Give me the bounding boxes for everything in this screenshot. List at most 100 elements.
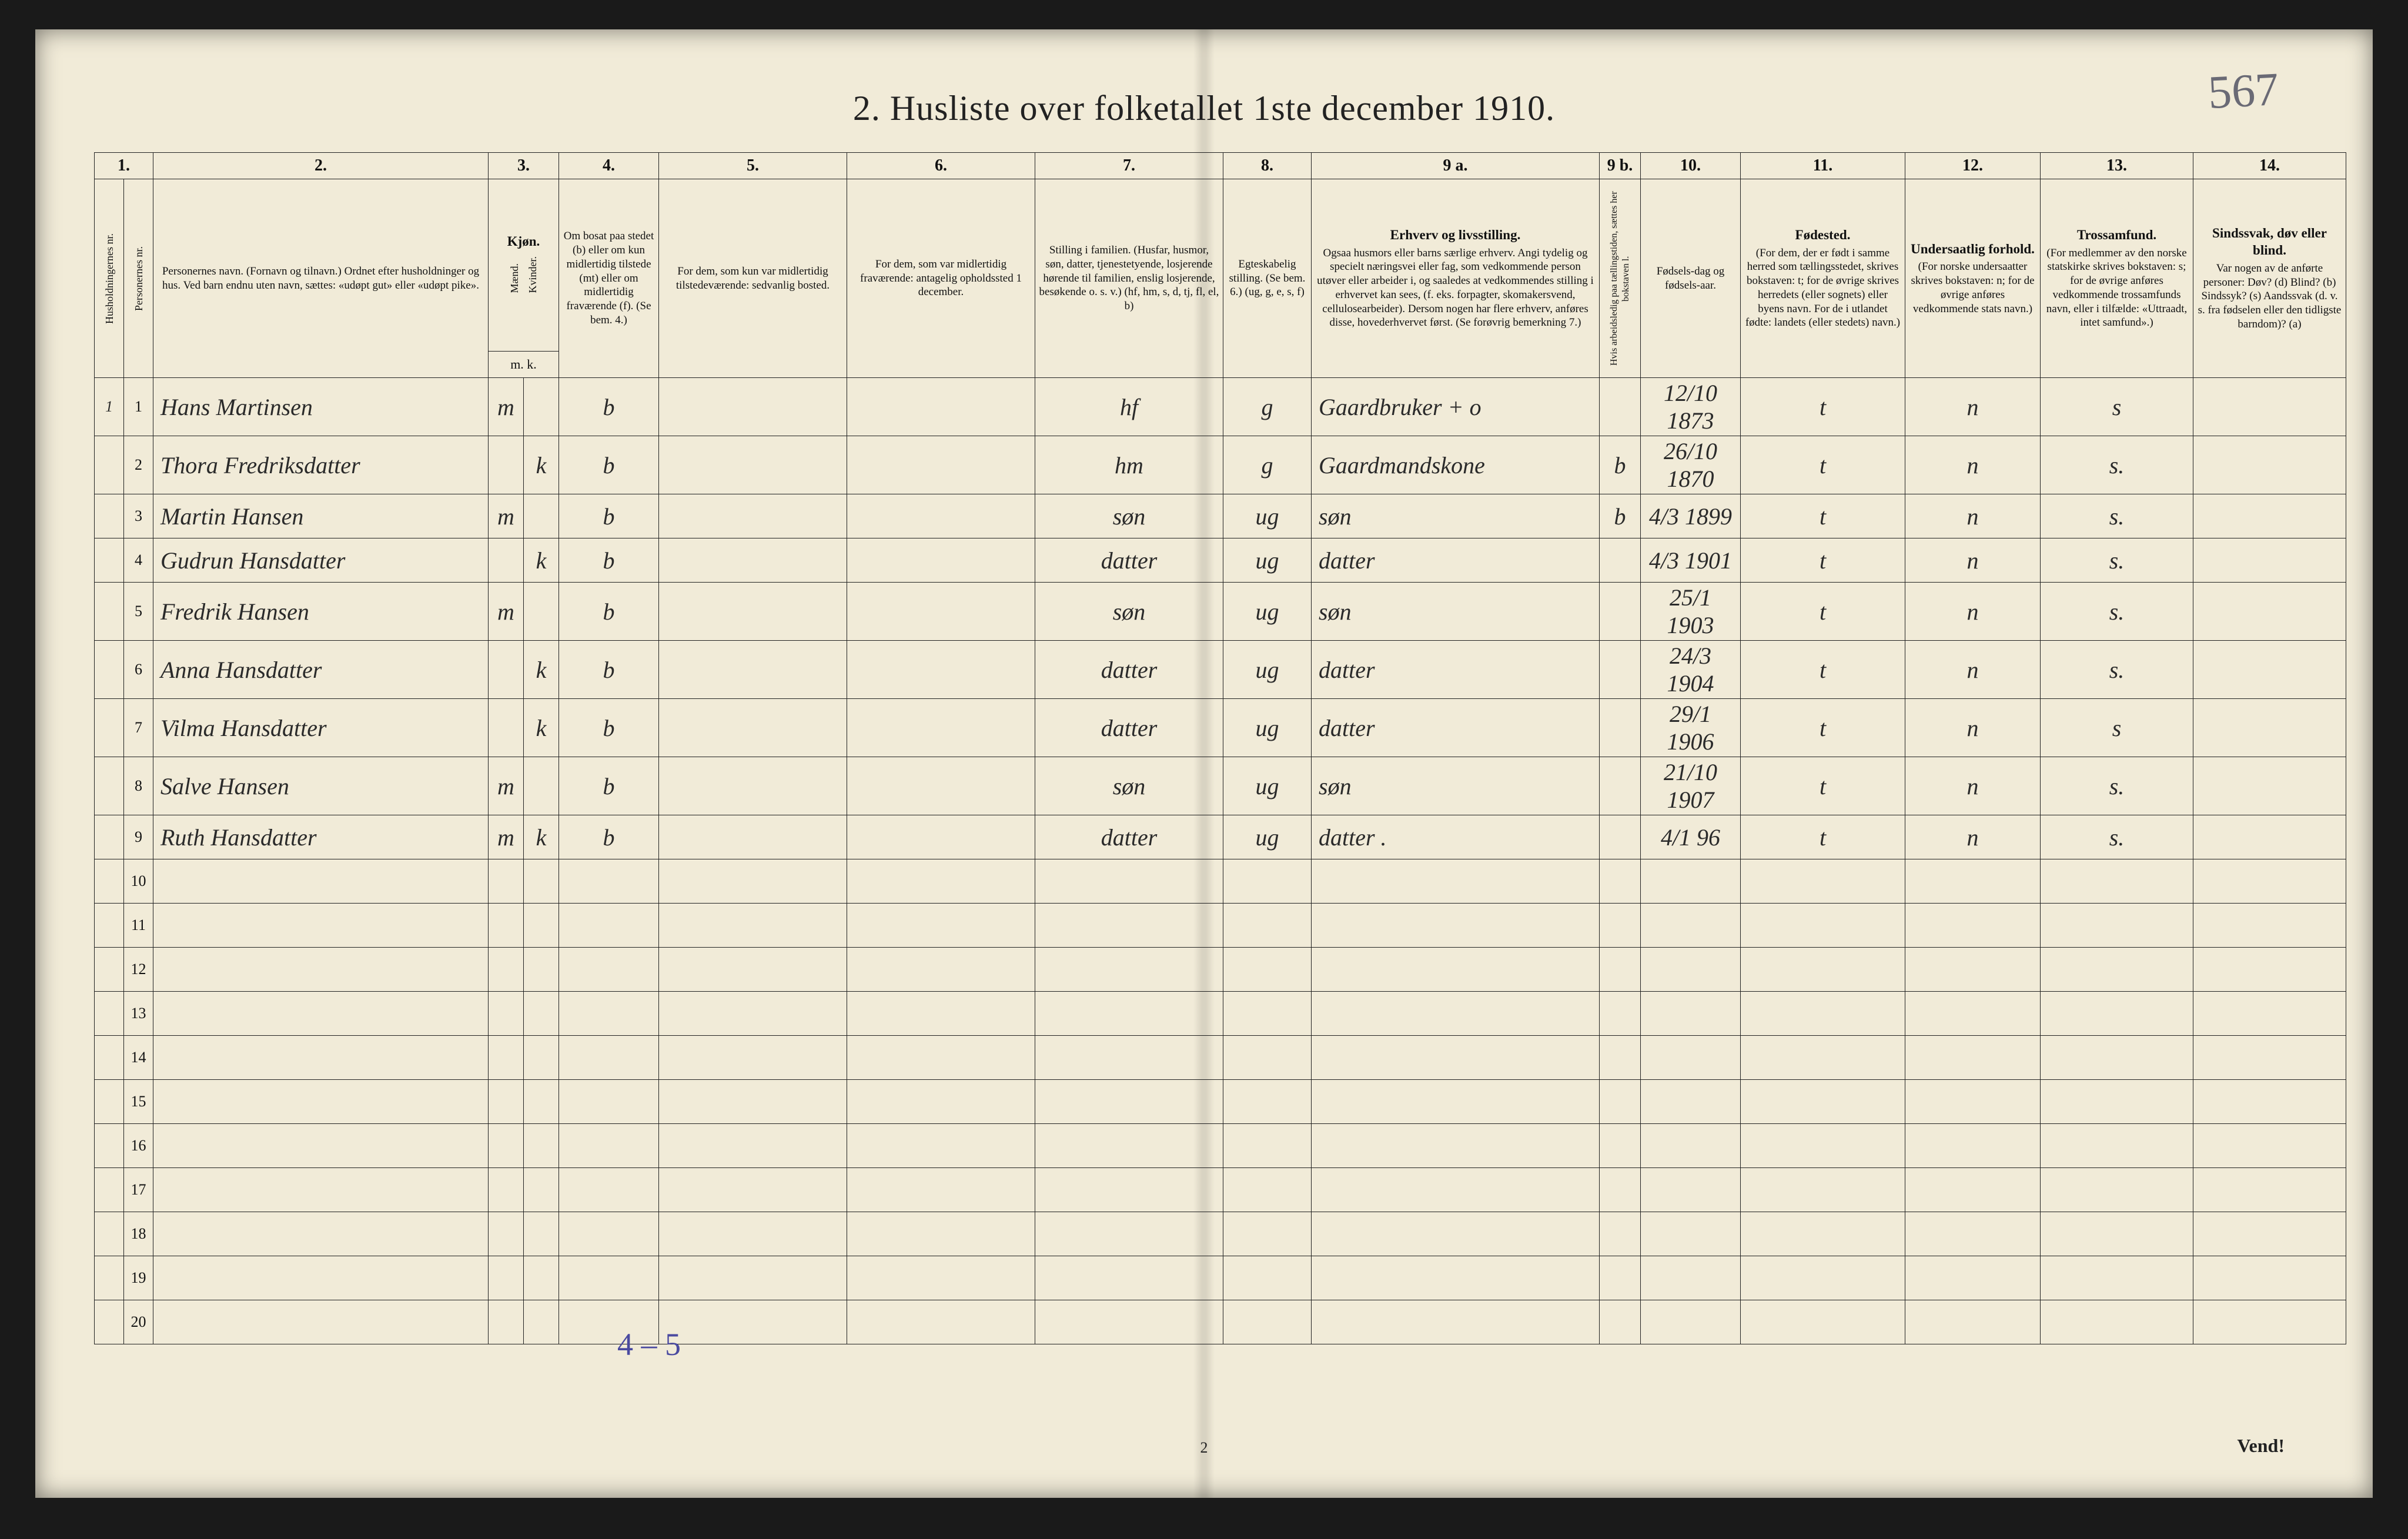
cell: [1600, 583, 1641, 641]
cell: [1035, 1256, 1223, 1300]
cell: datter: [1312, 699, 1600, 757]
cell: ug: [1223, 538, 1312, 583]
hdr-occupation: Erhverv og livsstilling. Ogsaa husmors e…: [1312, 179, 1600, 378]
table-row: 11: [95, 904, 2346, 948]
cell: [1312, 1080, 1600, 1124]
cell: [1600, 815, 1641, 859]
cell: [95, 992, 124, 1036]
cell: [1312, 859, 1600, 904]
cell: [95, 757, 124, 815]
hdr-nationality-body: (For norske undersaatter skrives bokstav…: [1911, 260, 2034, 315]
cell: 1: [124, 378, 153, 436]
cell: k: [524, 815, 559, 859]
cell: k: [524, 641, 559, 699]
cell: [659, 583, 847, 641]
cell: [847, 1036, 1035, 1080]
cell: [2041, 1168, 2193, 1212]
census-table-body: 11Hans MartinsenmbhfgGaardbruker + o12/1…: [95, 378, 2346, 1344]
cell: [524, 1168, 559, 1212]
cell: søn: [1312, 757, 1600, 815]
cell: [489, 904, 524, 948]
cell: [95, 436, 124, 494]
hdr-religion-body: (For medlemmer av den norske statskirke …: [2046, 247, 2188, 329]
page-frame: 567 2. Husliste over folketallet 1ste de…: [0, 0, 2408, 1539]
cell: [1741, 1124, 1905, 1168]
cell: [524, 1080, 559, 1124]
cell: [2193, 699, 2346, 757]
cell: [847, 904, 1035, 948]
cell: m: [489, 494, 524, 538]
table-row: 5Fredrik Hansenmbsønugsøn25/1 1903tns.: [95, 583, 2346, 641]
cell: s.: [2041, 494, 2193, 538]
cell: g: [1223, 378, 1312, 436]
cell: [559, 992, 659, 1036]
cell: [489, 699, 524, 757]
cell: [1312, 1300, 1600, 1344]
cell: 3: [124, 494, 153, 538]
cell: t: [1741, 378, 1905, 436]
cell: datter: [1035, 538, 1223, 583]
cell: [2193, 859, 2346, 904]
cell: 6: [124, 641, 153, 699]
cell: [95, 1080, 124, 1124]
cell: [95, 904, 124, 948]
cell: [1905, 1036, 2041, 1080]
cell: [1223, 1256, 1312, 1300]
table-row: 6Anna Hansdatterkbdatterugdatter24/3 190…: [95, 641, 2346, 699]
cell: Vilma Hansdatter: [153, 699, 489, 757]
cell: s: [2041, 378, 2193, 436]
hdr-birthdate: Fødsels-dag og fødsels-aar.: [1641, 179, 1741, 378]
cell: [847, 1124, 1035, 1168]
cell: [95, 948, 124, 992]
cell: [489, 859, 524, 904]
cell: 8: [124, 757, 153, 815]
cell: [659, 538, 847, 583]
cell: 19: [124, 1256, 153, 1300]
cell: [489, 1212, 524, 1256]
cell: [489, 436, 524, 494]
cell: n: [1905, 699, 2041, 757]
colnum-8: 8.: [1223, 153, 1312, 179]
cell: [2041, 904, 2193, 948]
table-row: 19: [95, 1256, 2346, 1300]
cell: [1600, 538, 1641, 583]
cell: [489, 641, 524, 699]
cell: [153, 1036, 489, 1080]
cell: [1035, 859, 1223, 904]
cell: [2193, 494, 2346, 538]
table-row: 15: [95, 1080, 2346, 1124]
cell: ug: [1223, 699, 1312, 757]
cell: s.: [2041, 757, 2193, 815]
cell: 25/1 1903: [1641, 583, 1741, 641]
cell: [659, 1124, 847, 1168]
cell: [2193, 583, 2346, 641]
cell: [1312, 1036, 1600, 1080]
hdr-birthplace-body: (For dem, der er født i samme herred som…: [1745, 247, 1900, 329]
cell: [1035, 992, 1223, 1036]
cell: datter: [1035, 699, 1223, 757]
cell: [1600, 1124, 1641, 1168]
table-row: 11Hans MartinsenmbhfgGaardbruker + o12/1…: [95, 378, 2346, 436]
cell: [2193, 436, 2346, 494]
cell: 5: [124, 583, 153, 641]
cell: ug: [1223, 583, 1312, 641]
cell: [1741, 992, 1905, 1036]
cell: k: [524, 538, 559, 583]
cell: [847, 436, 1035, 494]
cell: b: [559, 436, 659, 494]
cell: [847, 699, 1035, 757]
cell: [489, 538, 524, 583]
cell: [847, 757, 1035, 815]
cell: [2041, 1300, 2193, 1344]
cell: s.: [2041, 583, 2193, 641]
cell: [1223, 904, 1312, 948]
cell: Hans Martinsen: [153, 378, 489, 436]
cell: [1600, 378, 1641, 436]
cell: [2041, 859, 2193, 904]
cell: [153, 948, 489, 992]
cell: [1223, 859, 1312, 904]
table-row: 4Gudrun Hansdatterkbdatterugdatter4/3 19…: [95, 538, 2346, 583]
cell: k: [524, 699, 559, 757]
table-row: 20: [95, 1300, 2346, 1344]
hdr-sex: Kjøn. Mænd. Kvinder.: [489, 179, 559, 352]
